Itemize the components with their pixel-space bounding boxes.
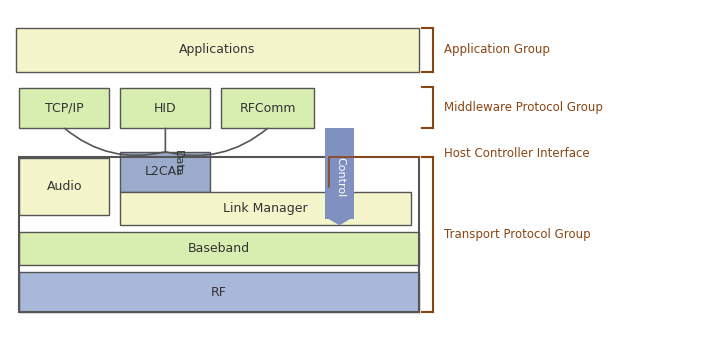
Bar: [19, 88, 109, 128]
Text: Audio: Audio: [47, 180, 82, 193]
Bar: [19, 158, 109, 215]
Bar: [19, 272, 419, 312]
Text: HID: HID: [154, 102, 176, 115]
Text: Control: Control: [336, 157, 346, 197]
Text: Middleware Protocol Group: Middleware Protocol Group: [444, 101, 603, 114]
Text: Transport Protocol Group: Transport Protocol Group: [444, 228, 591, 241]
Bar: [325, 128, 354, 219]
Text: Baseband: Baseband: [188, 242, 250, 255]
Text: Link Manager: Link Manager: [223, 202, 308, 215]
Text: Application Group: Application Group: [444, 43, 549, 56]
Text: L2CAP: L2CAP: [145, 165, 185, 178]
Text: RF: RF: [211, 286, 227, 299]
Bar: [120, 152, 210, 192]
Bar: [19, 232, 419, 266]
Bar: [19, 157, 419, 312]
Bar: [120, 192, 412, 225]
Bar: [221, 88, 314, 128]
Text: Applications: Applications: [179, 43, 256, 56]
Bar: [16, 28, 419, 71]
Bar: [120, 88, 210, 128]
Text: Data: Data: [173, 150, 183, 177]
Text: TCP/IP: TCP/IP: [45, 102, 84, 115]
Text: Host Controller Interface: Host Controller Interface: [444, 147, 589, 160]
Polygon shape: [325, 217, 354, 225]
Text: RFComm: RFComm: [239, 102, 296, 115]
